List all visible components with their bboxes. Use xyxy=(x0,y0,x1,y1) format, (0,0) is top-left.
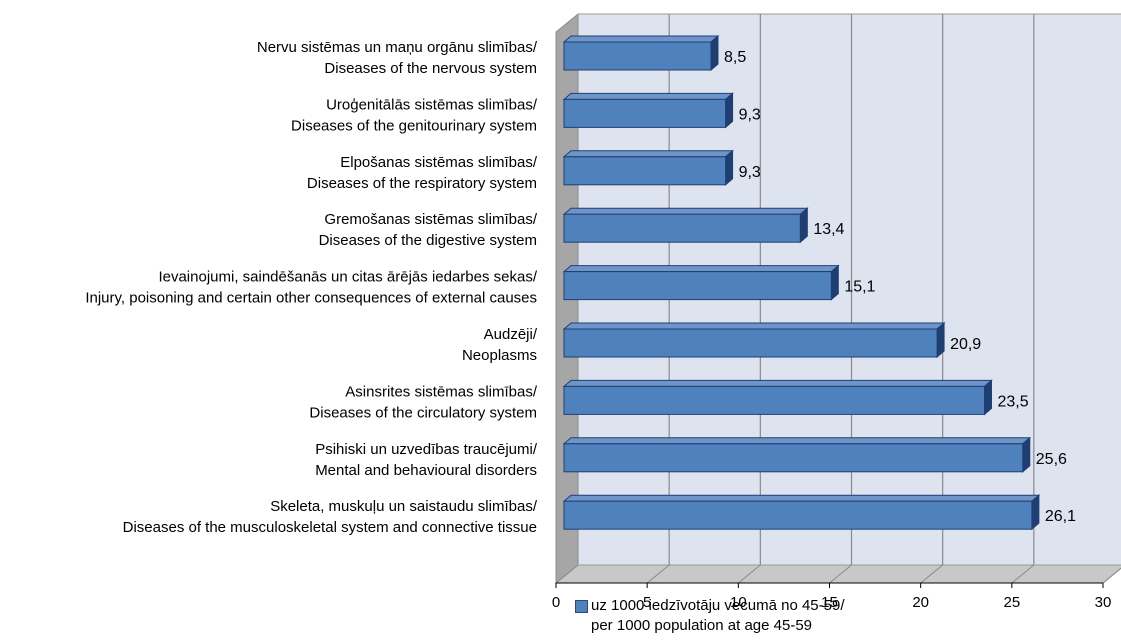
bar-value-label: 9,3 xyxy=(739,164,761,181)
bar-side-face xyxy=(799,207,808,244)
bar-value-label: 8,5 xyxy=(724,49,746,66)
floor-gridline xyxy=(555,564,579,584)
bar xyxy=(563,328,938,358)
category-label-line2: Neoplasms xyxy=(462,347,537,364)
bar-side-face xyxy=(710,34,719,72)
category-label-line2: Injury, poisoning and certain other cons… xyxy=(85,290,537,307)
bar-value-label: 13,4 xyxy=(813,221,844,238)
category-label-line1: Ievainojumi, saindēšanās un citas ārējās… xyxy=(158,269,537,286)
bar-top-face xyxy=(562,35,720,43)
floor-gridline xyxy=(1102,567,1121,584)
bar-side-face xyxy=(983,379,992,416)
bar xyxy=(563,98,727,128)
bar-value-label: 20,9 xyxy=(950,336,981,353)
x-tick-label: 30 xyxy=(1095,594,1112,611)
bar-value-label: 23,5 xyxy=(997,393,1028,410)
bar-side-face xyxy=(936,321,945,359)
bar-top-face xyxy=(562,379,993,387)
x-tick-label: 25 xyxy=(1003,594,1020,611)
floor-gridline xyxy=(738,564,761,584)
bar-side-face xyxy=(1031,494,1040,531)
bar xyxy=(563,385,985,415)
bar-top-face xyxy=(562,322,946,330)
category-label-line2: Diseases of the circulatory system xyxy=(309,404,537,421)
bar-top-face xyxy=(562,494,1041,502)
category-label-line1: Uroģenitālās sistēmas slimības/ xyxy=(326,96,538,113)
floor-gridline xyxy=(1011,564,1035,584)
floor-gridline xyxy=(920,564,943,584)
bar-side-face xyxy=(725,149,734,186)
bar-value-label: 25,6 xyxy=(1036,451,1067,468)
category-label-line1: Skeleta, muskuļu un saistaudu slimības/ xyxy=(270,498,538,515)
bar-value-label: 9,3 xyxy=(739,106,761,123)
category-label-line2: Diseases of the digestive system xyxy=(319,232,537,249)
bar-top-face xyxy=(562,265,840,273)
bar-side-face xyxy=(725,92,734,129)
x-tick-label: 20 xyxy=(912,594,929,611)
bar xyxy=(563,213,801,243)
category-label-line2: Diseases of the musculoskeletal system a… xyxy=(123,519,537,536)
category-label-line2: Diseases of the genitourinary system xyxy=(291,117,537,134)
bar-value-label: 15,1 xyxy=(844,279,875,296)
bar-side-face xyxy=(830,264,839,301)
bar xyxy=(563,156,727,186)
category-label-line1: Gremošanas sistēmas slimības/ xyxy=(324,211,537,228)
floor-gridline xyxy=(829,564,852,584)
category-label-line1: Elpošanas sistēmas slimības/ xyxy=(340,154,538,171)
bar-top-face xyxy=(562,150,734,158)
legend-label-line2: per 1000 population at age 45-59 xyxy=(591,617,813,634)
bar xyxy=(563,41,712,71)
category-label-line1: Psihiski un uzvedības traucējumi/ xyxy=(315,441,538,458)
bar-value-label: 26,1 xyxy=(1045,508,1076,525)
category-label-line1: Asinsrites sistēmas slimības/ xyxy=(345,383,538,400)
floor-gridline xyxy=(646,564,670,584)
bar xyxy=(563,443,1024,473)
legend-label-line1: uz 1000 iedzīvotāju vecumā no 45-59/ xyxy=(591,597,845,614)
x-tick-label: 10 xyxy=(730,594,747,611)
category-label-line2: Diseases of the nervous system xyxy=(324,60,537,77)
plot-floor xyxy=(554,564,1121,584)
bar xyxy=(563,500,1033,530)
bar-top-face xyxy=(562,92,734,100)
category-label-line2: Mental and behavioural disorders xyxy=(315,462,537,479)
x-tick-label: 5 xyxy=(643,594,651,611)
bar xyxy=(563,271,832,301)
x-tick-label: 15 xyxy=(821,594,838,611)
category-label-line1: Audzēji/ xyxy=(484,326,538,343)
bar-top-face xyxy=(562,207,809,215)
category-label-line1: Nervu sistēmas un maņu orgānu slimības/ xyxy=(257,39,538,56)
legend-swatch xyxy=(575,600,588,613)
x-tick-label: 0 xyxy=(552,594,560,611)
bar-side-face xyxy=(1022,436,1031,473)
bar-top-face xyxy=(562,437,1032,445)
category-label-line2: Diseases of the respiratory system xyxy=(307,175,537,192)
